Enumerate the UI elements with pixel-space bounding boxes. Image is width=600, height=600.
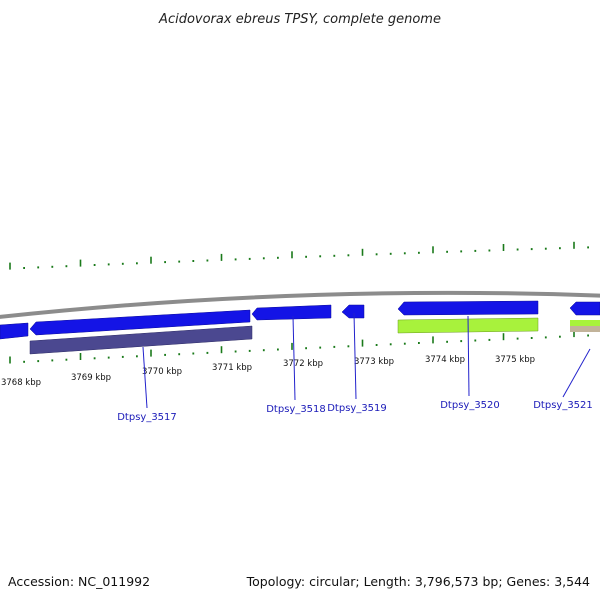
gene-label[interactable]: Dtpsy_3520 <box>440 400 500 411</box>
gene-arrow-dtpsy-3518[interactable] <box>251 304 332 321</box>
gene-arrow-dtpsy-3519[interactable] <box>341 304 365 319</box>
gene-labels: Dtpsy_3517 Dtpsy_3518 Dtpsy_3519 Dtpsy_3… <box>117 400 593 423</box>
gene-label[interactable]: Dtpsy_3519 <box>327 403 387 414</box>
leader-line-dtpsy-3520 <box>467 315 470 397</box>
axis-label: 3772 kbp <box>283 359 323 369</box>
axis-label: 3774 kbp <box>425 355 465 365</box>
map-title: Acidovorax ebreus TPSY, complete genome <box>158 12 441 27</box>
topology-text: Topology: circular; Length: 3,796,573 bp… <box>246 574 590 589</box>
gene-label[interactable]: Dtpsy_3518 <box>266 404 326 415</box>
axis-label: 3773 kbp <box>354 357 394 367</box>
axis-label: 3768 kbp <box>1 378 41 388</box>
gene-bar-dtpsy-3517-dark[interactable] <box>29 325 253 355</box>
gene-bar-dtpsy-3521-tan[interactable] <box>570 326 600 332</box>
gene-arrow-dtpsy-3520[interactable] <box>397 300 539 316</box>
gene-label-leaders <box>142 312 591 409</box>
axis-label: 3770 kbp <box>142 367 182 377</box>
axis-label: 3775 kbp <box>495 355 535 365</box>
gene-arrow-dtpsy-3517[interactable] <box>29 309 251 336</box>
axis-labels: 3768 kbp 3769 kbp 3770 kbp 3771 kbp 3772… <box>1 355 535 388</box>
leader-line-dtpsy-3521 <box>562 348 591 398</box>
leader-line-dtpsy-3517 <box>142 346 148 409</box>
leader-line-dtpsy-3519 <box>353 312 357 400</box>
accession-text: Accession: NC_011992 <box>8 574 150 589</box>
gene-bar-dtpsy-3521-green[interactable] <box>570 320 600 326</box>
axis-label: 3769 kbp <box>71 373 111 383</box>
leader-line-dtpsy-3518 <box>292 315 296 401</box>
gene-arrow-dtpsy-3521[interactable] <box>569 301 600 316</box>
gene-label[interactable]: Dtpsy_3517 <box>117 412 177 423</box>
gene-label[interactable]: Dtpsy_3521 <box>533 400 593 411</box>
genome-backbone <box>0 290 600 319</box>
outer-tick-ring <box>9 241 589 270</box>
axis-label: 3771 kbp <box>212 363 252 373</box>
gene-arrow-left-edge[interactable] <box>0 322 29 340</box>
gene-features <box>0 300 600 355</box>
inner-tick-ring <box>9 330 589 364</box>
